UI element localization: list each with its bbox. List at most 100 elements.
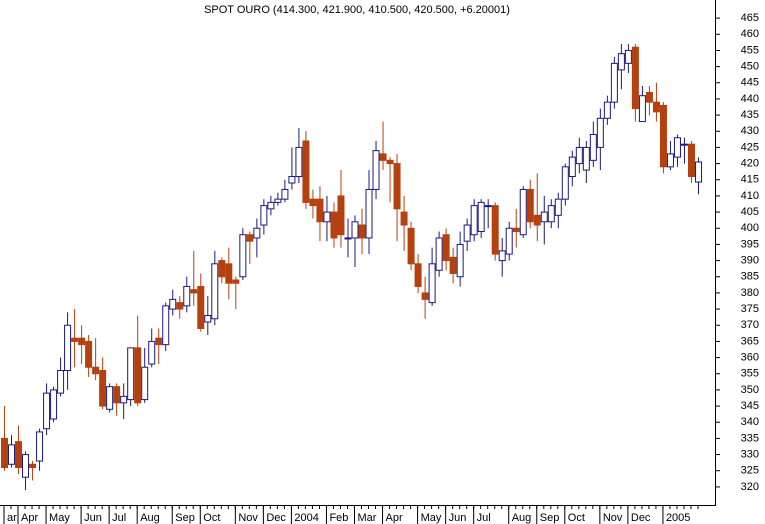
- candle-body: [533, 214, 541, 226]
- x-tick-label: Nov: [238, 512, 258, 524]
- x-tick-label: Oct: [203, 512, 220, 524]
- candle-body: [15, 441, 23, 468]
- candle-body: [1, 437, 8, 468]
- candle-body: [211, 263, 219, 320]
- candle-body: [141, 366, 149, 401]
- y-tick-label: 465: [741, 12, 759, 24]
- y-tick-label: 420: [741, 157, 759, 169]
- candle-body: [92, 366, 100, 375]
- candle-body: [603, 101, 611, 119]
- candle-body: [435, 237, 443, 271]
- candle-body: [162, 305, 170, 346]
- y-tick-label: 345: [741, 400, 759, 412]
- candle-body: [309, 198, 317, 207]
- candle-body: [344, 237, 352, 240]
- candle-body: [36, 431, 44, 462]
- candle-body: [680, 143, 688, 146]
- candle-body: [372, 150, 380, 190]
- candle-body: [638, 95, 646, 123]
- x-tick-label: Jun: [84, 512, 102, 524]
- x-tick-label: Jul: [112, 512, 126, 524]
- x-tick-label: Mar: [358, 512, 377, 524]
- candle-body: [134, 347, 142, 404]
- y-tick-label: 380: [741, 287, 759, 299]
- y-tick-label: 410: [741, 190, 759, 202]
- candle-body: [64, 324, 72, 372]
- candle-body: [197, 285, 205, 329]
- y-tick-label: 400: [741, 222, 759, 234]
- y-tick-label: 320: [741, 481, 759, 493]
- candle-body: [526, 188, 534, 223]
- candle-body: [337, 195, 345, 236]
- candle-body: [694, 161, 702, 183]
- candle-body: [148, 340, 156, 365]
- candle-body: [120, 395, 128, 404]
- candle-body: [673, 137, 681, 158]
- candle-body: [239, 234, 247, 278]
- candle-body: [568, 156, 576, 178]
- candle-body: [351, 221, 359, 239]
- candle-body: [470, 205, 478, 236]
- y-tick-label: 440: [741, 93, 759, 105]
- candle-body: [302, 140, 310, 203]
- candle-body: [477, 201, 485, 232]
- y-tick-label: 340: [741, 416, 759, 428]
- candle-body: [267, 201, 275, 210]
- candle-body: [687, 143, 695, 178]
- candle-body: [127, 347, 135, 401]
- y-tick-label: 360: [741, 351, 759, 363]
- candle-body: [624, 49, 632, 64]
- x-tick-label: 2005: [666, 512, 690, 524]
- candle-body: [22, 454, 30, 478]
- x-tick-label: Sep: [540, 512, 560, 524]
- candle-body: [176, 302, 184, 310]
- candle-body: [400, 211, 408, 226]
- candle-body: [99, 370, 107, 407]
- candle-body: [379, 153, 387, 161]
- x-tick-label: May: [49, 512, 70, 524]
- y-tick-label: 330: [741, 448, 759, 460]
- candle-body: [540, 211, 548, 223]
- y-tick-label: 390: [741, 254, 759, 266]
- y-tick-label: 385: [741, 271, 759, 283]
- x-tick-label: Jun: [449, 512, 467, 524]
- y-tick-label: 415: [741, 174, 759, 186]
- candle-body: [190, 289, 198, 294]
- x-tick-label: Nov: [603, 512, 623, 524]
- candle-body: [106, 386, 114, 410]
- y-tick-label: 395: [741, 238, 759, 250]
- candle-body: [316, 198, 324, 223]
- candle-body: [50, 389, 58, 420]
- candle-body: [428, 263, 436, 304]
- candle-body: [498, 250, 506, 262]
- candle-body: [85, 340, 93, 368]
- y-tick-label: 460: [741, 28, 759, 40]
- x-tick-label: Oct: [568, 512, 585, 524]
- candle-body: [365, 188, 373, 239]
- candle-body: [204, 315, 212, 323]
- y-tick-label: 435: [741, 109, 759, 121]
- candle-body: [463, 224, 471, 242]
- candle-body: [29, 463, 37, 468]
- candle-body: [260, 205, 268, 226]
- x-tick-label: Aug: [140, 512, 160, 524]
- x-tick-label: ar: [7, 512, 17, 524]
- x-tick-label: Aug: [512, 512, 532, 524]
- y-tick-label: 445: [741, 77, 759, 89]
- candle-body: [57, 370, 65, 394]
- candle-body: [491, 205, 499, 255]
- x-tick-label: Sep: [175, 512, 195, 524]
- candle-body: [281, 188, 289, 200]
- candle-body: [71, 337, 79, 342]
- candle-body: [386, 159, 394, 165]
- candle-body: [323, 211, 331, 223]
- candle-body: [421, 292, 429, 300]
- y-tick-label: 425: [741, 141, 759, 153]
- x-tick-label: Feb: [329, 512, 348, 524]
- y-tick-label: 430: [741, 125, 759, 137]
- y-tick-label: 370: [741, 319, 759, 331]
- candle-body: [414, 263, 422, 287]
- x-tick-label: Dec: [631, 512, 651, 524]
- x-tick-label: Jul: [477, 512, 491, 524]
